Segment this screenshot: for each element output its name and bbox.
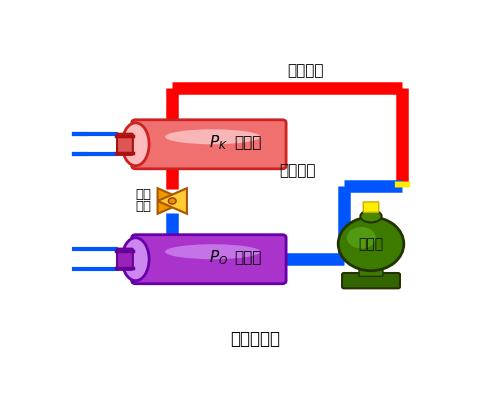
Text: $P_K$: $P_K$ <box>209 133 228 152</box>
Text: 压缩式制冷: 压缩式制冷 <box>230 330 280 348</box>
Polygon shape <box>157 188 187 214</box>
Ellipse shape <box>347 227 376 248</box>
Text: 节流: 节流 <box>135 188 151 201</box>
FancyBboxPatch shape <box>342 273 400 288</box>
Ellipse shape <box>122 238 149 281</box>
FancyBboxPatch shape <box>117 134 133 155</box>
Ellipse shape <box>338 217 404 271</box>
Ellipse shape <box>361 210 381 222</box>
FancyBboxPatch shape <box>364 202 379 212</box>
Text: 机构: 机构 <box>135 200 151 213</box>
Ellipse shape <box>122 123 149 166</box>
Ellipse shape <box>165 244 260 259</box>
Ellipse shape <box>165 129 260 144</box>
FancyBboxPatch shape <box>131 235 286 284</box>
Text: 压缩机: 压缩机 <box>359 237 383 251</box>
FancyBboxPatch shape <box>117 249 133 270</box>
Polygon shape <box>157 188 187 214</box>
FancyBboxPatch shape <box>131 120 286 169</box>
Text: 高压部分: 高压部分 <box>287 63 324 78</box>
FancyBboxPatch shape <box>359 261 383 276</box>
Text: 蒸发器: 蒸发器 <box>234 250 261 265</box>
Text: 低压部分: 低压部分 <box>279 163 316 178</box>
Ellipse shape <box>168 198 176 204</box>
Text: $P_O$: $P_O$ <box>209 248 228 267</box>
Text: 冷凝器: 冷凝器 <box>234 135 261 150</box>
